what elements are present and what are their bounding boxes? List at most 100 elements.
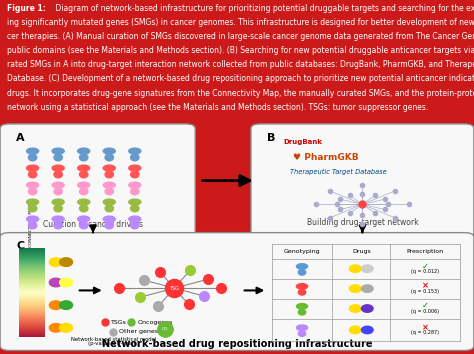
Ellipse shape: [28, 188, 37, 195]
Text: (p-value & q-value): (p-value & q-value): [89, 341, 139, 346]
Circle shape: [103, 216, 115, 222]
Text: (q = 0.012): (q = 0.012): [411, 269, 439, 274]
Text: (q = 0.006): (q = 0.006): [411, 309, 439, 314]
FancyBboxPatch shape: [251, 124, 474, 237]
Ellipse shape: [105, 222, 113, 229]
Circle shape: [129, 165, 141, 171]
Ellipse shape: [80, 222, 88, 229]
Text: rated SMGs in A into drug-target interaction network collected from public datab: rated SMGs in A into drug-target interac…: [7, 60, 474, 69]
Text: ✓: ✓: [422, 301, 428, 310]
Circle shape: [52, 165, 64, 171]
Text: Figure 1:: Figure 1:: [7, 4, 46, 13]
FancyBboxPatch shape: [0, 124, 195, 237]
Text: ✓: ✓: [422, 262, 428, 270]
Ellipse shape: [80, 188, 88, 195]
Text: B: B: [267, 133, 275, 143]
Circle shape: [129, 182, 141, 188]
Circle shape: [52, 216, 64, 222]
Text: Network-based statistical model: Network-based statistical model: [71, 337, 156, 342]
Ellipse shape: [28, 222, 37, 229]
Circle shape: [78, 148, 90, 154]
Ellipse shape: [80, 171, 88, 178]
Circle shape: [27, 182, 39, 188]
Ellipse shape: [362, 305, 373, 312]
Text: ×: ×: [422, 323, 428, 332]
Ellipse shape: [49, 258, 63, 267]
Ellipse shape: [362, 285, 373, 292]
Circle shape: [78, 199, 90, 205]
Text: DrugBank: DrugBank: [283, 139, 322, 145]
Ellipse shape: [298, 309, 306, 315]
Ellipse shape: [298, 290, 306, 295]
Text: Genotyping: Genotyping: [284, 249, 320, 254]
Ellipse shape: [105, 205, 113, 212]
Text: Diagram of network-based infrastructure for prioritizing potential druggable tar: Diagram of network-based infrastructure …: [53, 4, 474, 13]
Text: cer therapies. (A) Manual curation of SMGs discovered in large-scale cancer geno: cer therapies. (A) Manual curation of SM…: [7, 32, 474, 41]
Circle shape: [78, 165, 90, 171]
FancyBboxPatch shape: [0, 233, 474, 350]
Circle shape: [27, 165, 39, 171]
Ellipse shape: [105, 154, 113, 161]
Text: TSGs: TSGs: [110, 320, 127, 325]
Ellipse shape: [49, 301, 63, 309]
Circle shape: [27, 199, 39, 205]
Ellipse shape: [105, 188, 113, 195]
Ellipse shape: [28, 205, 37, 212]
Text: drugs. It incorporates drug-gene signatures from the Connectivity Map, the manua: drugs. It incorporates drug-gene signatu…: [7, 88, 474, 98]
Circle shape: [103, 148, 115, 154]
Ellipse shape: [80, 154, 88, 161]
Text: ing significantly mutated genes (SMGs) in cancer genomes. This infrastructure is: ing significantly mutated genes (SMGs) i…: [7, 18, 474, 27]
Circle shape: [103, 182, 115, 188]
Ellipse shape: [54, 188, 63, 195]
Text: public domains (see the Materials and Methods section). (B) Searching for new po: public domains (see the Materials and Me…: [7, 46, 474, 55]
Circle shape: [129, 148, 141, 154]
Text: C: C: [16, 241, 25, 251]
Circle shape: [129, 199, 141, 205]
Circle shape: [27, 216, 39, 222]
Text: Building drug-target network: Building drug-target network: [307, 218, 418, 227]
Text: Database. (C) Development of a network-based drug repositioning approach to prio: Database. (C) Development of a network-b…: [7, 74, 474, 84]
Ellipse shape: [105, 171, 113, 178]
Text: (q = 0.287): (q = 0.287): [411, 330, 439, 335]
Circle shape: [296, 304, 308, 309]
Text: A: A: [16, 133, 25, 143]
Ellipse shape: [131, 222, 139, 229]
Circle shape: [52, 182, 64, 188]
Text: Network-based drug repositioning infrastructure: Network-based drug repositioning infrast…: [102, 339, 372, 349]
Circle shape: [78, 216, 90, 222]
Ellipse shape: [298, 269, 306, 275]
Ellipse shape: [362, 265, 373, 273]
Circle shape: [296, 264, 308, 269]
Text: OG: OG: [162, 327, 168, 331]
Ellipse shape: [131, 171, 139, 178]
Text: Prescription: Prescription: [407, 249, 444, 254]
Circle shape: [103, 199, 115, 205]
Circle shape: [296, 325, 308, 330]
Circle shape: [103, 165, 115, 171]
Ellipse shape: [131, 205, 139, 212]
Ellipse shape: [349, 305, 361, 312]
Text: (q = 0.153): (q = 0.153): [411, 289, 439, 294]
Circle shape: [129, 216, 141, 222]
Text: CONNECTIVITY MAP: CONNECTIVITY MAP: [29, 205, 33, 247]
Ellipse shape: [131, 154, 139, 161]
Ellipse shape: [131, 188, 139, 195]
Text: Drugs: Drugs: [352, 249, 371, 254]
Circle shape: [78, 182, 90, 188]
Ellipse shape: [28, 171, 37, 178]
Ellipse shape: [362, 326, 373, 334]
Circle shape: [52, 148, 64, 154]
Ellipse shape: [28, 154, 37, 161]
Ellipse shape: [60, 301, 73, 309]
Ellipse shape: [54, 205, 63, 212]
Ellipse shape: [80, 205, 88, 212]
Ellipse shape: [54, 154, 63, 161]
Ellipse shape: [349, 326, 361, 334]
Ellipse shape: [54, 171, 63, 178]
Text: ×: ×: [422, 281, 428, 290]
Text: ♥ PharmGKB: ♥ PharmGKB: [293, 153, 358, 162]
Circle shape: [52, 199, 64, 205]
Circle shape: [296, 284, 308, 289]
Ellipse shape: [49, 278, 63, 287]
Ellipse shape: [349, 285, 361, 292]
